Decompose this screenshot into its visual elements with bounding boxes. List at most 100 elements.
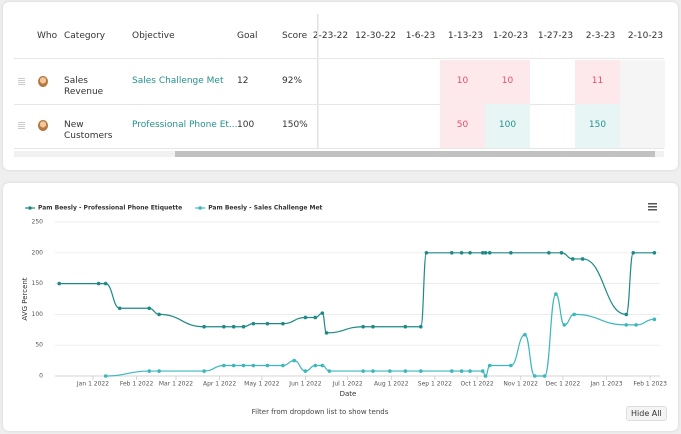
data-point	[313, 315, 318, 320]
data-point	[403, 369, 408, 373]
data-point	[483, 251, 488, 255]
filter-hint: Filter from dropdown list to show tends	[252, 408, 389, 416]
data-point	[542, 374, 547, 378]
x-tick-label: Jan 1 2022	[76, 381, 109, 388]
data-point	[449, 251, 454, 255]
goal: 100	[237, 120, 255, 130]
cell-bg	[575, 104, 620, 148]
data-point	[157, 312, 161, 317]
data-point	[449, 369, 454, 373]
avatar	[38, 120, 48, 131]
legend-label[interactable]: Pam Beesly - Sales Challenge Met	[208, 205, 322, 212]
data-point	[96, 281, 101, 286]
data-point	[103, 281, 108, 286]
drag-handle	[18, 122, 25, 129]
data-point	[327, 369, 332, 373]
column-header: Score	[282, 31, 308, 41]
data-point	[559, 251, 564, 255]
data-point	[147, 306, 152, 311]
data-point	[580, 257, 585, 261]
data-point	[624, 323, 629, 327]
data-point	[265, 363, 270, 368]
data-point	[509, 363, 513, 368]
cell-value: 10	[501, 76, 514, 86]
data-point	[202, 369, 206, 373]
data-point	[419, 324, 423, 329]
data-point	[103, 374, 108, 378]
data-point	[634, 323, 638, 327]
row-divider	[14, 148, 664, 149]
x-tick-label: Nov 1 2022	[503, 381, 538, 388]
data-point	[281, 363, 285, 368]
header-divider	[14, 58, 664, 59]
data-point	[468, 251, 472, 255]
data-point	[157, 369, 161, 373]
series-line	[59, 252, 655, 334]
date-header: 1-6-23	[405, 31, 436, 41]
cell-bg	[620, 60, 665, 104]
cell-value: 100	[498, 120, 517, 130]
x-tick-label: Aug 1 2022	[374, 381, 409, 388]
data-point	[419, 369, 423, 373]
hide-all-button[interactable]: Hide All	[626, 406, 667, 421]
y-axis-title: AVG Percent	[21, 277, 29, 320]
data-point	[562, 323, 567, 327]
y-tick-label: 250	[32, 219, 44, 226]
data-point	[547, 251, 551, 255]
data-point	[468, 369, 472, 373]
data-point	[241, 324, 246, 329]
date-header: 12-30-22	[355, 31, 396, 41]
data-point	[509, 251, 513, 255]
table-card	[3, 2, 678, 170]
score: 150%	[282, 120, 308, 130]
chart-card	[3, 183, 678, 431]
data-point	[222, 324, 226, 329]
series-line	[105, 293, 655, 377]
data-point	[241, 363, 246, 368]
data-point	[459, 251, 464, 255]
date-header: 2-23-22	[312, 31, 349, 41]
data-point	[532, 374, 537, 378]
data-point	[388, 369, 392, 373]
column-header: Goal	[237, 31, 258, 41]
objective: Professional Phone Et...	[132, 120, 238, 130]
date-header: 1-27-23	[537, 31, 574, 41]
cell-value: 10	[456, 76, 469, 86]
data-point	[631, 251, 636, 255]
x-tick-label: Jan 1 2023	[589, 381, 622, 388]
legend-label[interactable]: Pam Beesly - Professional Phone Etiquett…	[38, 205, 182, 212]
x-axis-title: Date	[340, 390, 357, 398]
data-point	[281, 321, 285, 326]
data-point	[251, 321, 256, 326]
x-tick-label: Sep 1 2022	[418, 381, 452, 388]
x-tick-label: May 1 2022	[244, 381, 279, 388]
data-point	[572, 312, 576, 317]
cell-bg	[440, 60, 485, 104]
cell-bg	[485, 60, 530, 104]
data-point	[324, 331, 329, 335]
data-point	[487, 251, 492, 255]
data-point	[403, 324, 408, 329]
menu-icon[interactable]	[648, 203, 657, 211]
date-header: 2-3-23	[585, 31, 616, 41]
y-tick-label: 100	[32, 311, 44, 318]
data-point	[459, 369, 464, 373]
data-point	[292, 358, 296, 363]
data-point	[554, 292, 558, 296]
x-tick-label: Dec 1 2022	[546, 381, 581, 388]
data-point	[313, 363, 318, 368]
x-tick-label: Feb 1 2022	[120, 381, 154, 388]
data-point	[483, 374, 488, 378]
data-point	[480, 251, 485, 255]
y-tick-label: 0	[39, 373, 43, 380]
data-point	[371, 369, 375, 373]
data-point	[361, 369, 365, 373]
data-point	[320, 363, 325, 368]
y-tick-label: 50	[35, 342, 43, 349]
data-point	[624, 312, 629, 317]
x-tick-label: Feb 1 2023	[633, 381, 667, 388]
scrollbar-thumb[interactable]	[175, 151, 655, 157]
x-tick-label: Jul 1 2022	[332, 381, 363, 388]
data-point	[424, 251, 429, 255]
